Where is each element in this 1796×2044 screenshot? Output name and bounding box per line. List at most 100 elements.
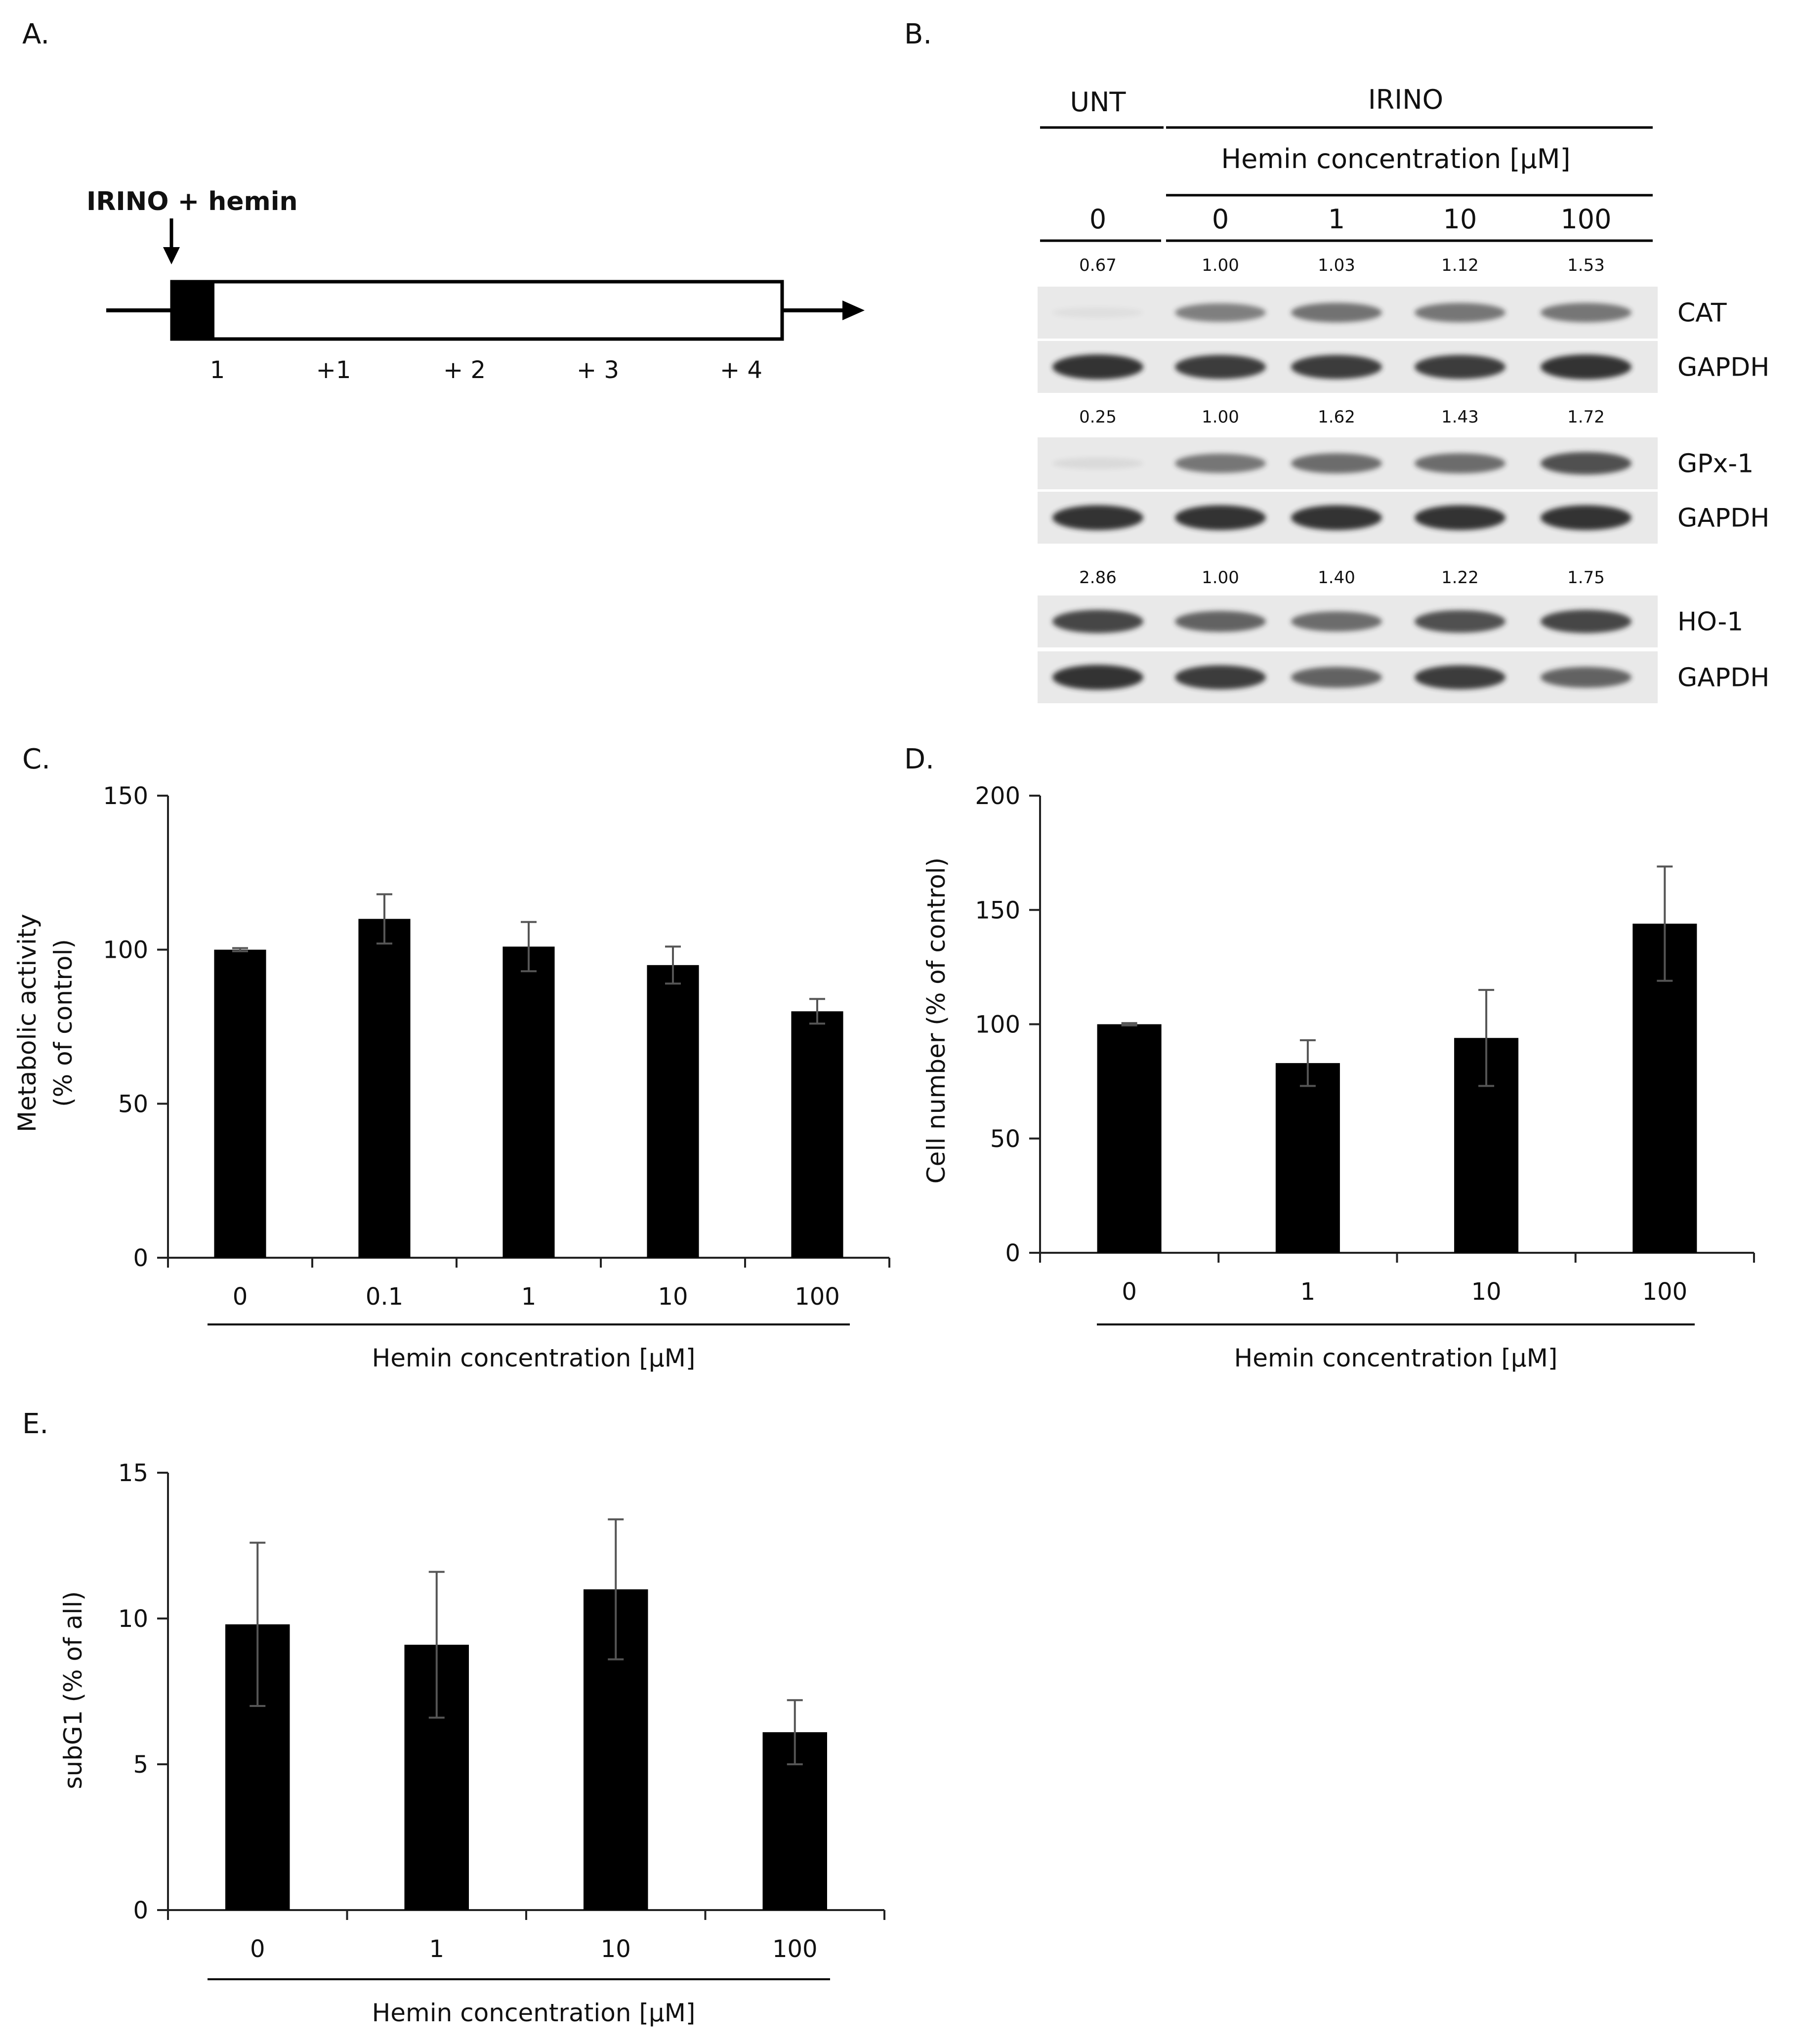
- panel-letter: E.: [22, 1408, 48, 1440]
- x-category-label: 0: [1122, 1278, 1137, 1306]
- y-tick-label: 100: [103, 937, 148, 964]
- blot-strip-target: [1038, 287, 1658, 339]
- blot-quantification: 1.03: [1318, 256, 1355, 275]
- x-axis-title: Hemin concentration [µM]: [1234, 1344, 1558, 1372]
- y-tick-label: 150: [103, 782, 148, 810]
- timeline-arrowhead-icon: [842, 300, 865, 320]
- blot-band: [1175, 355, 1266, 379]
- timeline-day-label: + 2: [443, 356, 486, 384]
- panel-a-timeline: A. IRINO + hemin 1 +1 + 2 + 3 + 4: [22, 18, 865, 384]
- error-bar: [809, 998, 825, 1025]
- blot-protein-label: HO-1: [1677, 607, 1743, 637]
- error-bar: [1299, 1039, 1316, 1087]
- lane-label: 10: [1443, 204, 1477, 235]
- panel-letter: C.: [22, 743, 50, 775]
- y-axis-title: (% of control): [49, 939, 78, 1107]
- x-category-label: 10: [1471, 1278, 1502, 1306]
- blot-strips: 0.67 1.00 1.03 1.12 1.53 CAT GAPDH 0.25 1.00 1.62…: [1038, 256, 1769, 703]
- bar: [791, 1011, 843, 1258]
- blot-band: [1541, 452, 1631, 475]
- x-category-label: 100: [794, 1283, 840, 1311]
- blot-quantification: 1.62: [1318, 407, 1355, 427]
- blot-lane-labels: 0 0 1 10 100: [1089, 204, 1612, 235]
- blot-band: [1291, 302, 1382, 323]
- lane-label: 1: [1328, 204, 1345, 235]
- error-bar: [250, 1541, 266, 1707]
- blot-band: [1052, 458, 1143, 469]
- timeline-day-label: +1: [316, 356, 351, 384]
- blot-quantification: 1.40: [1318, 568, 1355, 588]
- bar: [1097, 1024, 1162, 1253]
- blot-band: [1415, 505, 1505, 530]
- blot-band: [1052, 609, 1143, 634]
- y-tick-label: 200: [975, 782, 1020, 810]
- bar: [214, 949, 266, 1258]
- x-category-label: 10: [601, 1935, 631, 1963]
- blot-concentration-header: Hemin concentration [µM]: [1221, 143, 1570, 174]
- blot-band: [1415, 355, 1505, 379]
- y-tick-label: 100: [975, 1011, 1020, 1039]
- blot-quantification: 1.75: [1567, 568, 1605, 588]
- blot-strip-target: [1038, 437, 1658, 489]
- y-tick-label: 0: [133, 1244, 148, 1272]
- treatment-label: IRINO + hemin: [86, 187, 298, 216]
- timeline-day-label: + 3: [577, 356, 619, 384]
- blot-quantification: 1.00: [1202, 256, 1239, 275]
- blot-band: [1291, 453, 1382, 473]
- error-bar: [428, 1571, 445, 1719]
- x-category-label: 0: [250, 1935, 265, 1963]
- blot-band: [1175, 453, 1266, 473]
- blot-band: [1175, 303, 1266, 322]
- timeline-day-label: + 4: [720, 356, 762, 384]
- blot-quantification: 1.22: [1441, 568, 1479, 588]
- group-label-unt: UNT: [1070, 86, 1127, 118]
- y-tick-label: 0: [1005, 1239, 1020, 1267]
- y-tick-label: 50: [990, 1125, 1020, 1153]
- y-tick-label: 10: [118, 1605, 148, 1633]
- blot-band: [1291, 667, 1382, 688]
- blot-quantification: 1.00: [1202, 407, 1239, 427]
- y-axis-title: subG1 (% of all): [59, 1591, 87, 1789]
- chart-e-subg1: E. 0 5 10 15 0 1 10 100 Hemin concentration [µM] s…: [22, 1408, 885, 2027]
- error-bar: [376, 893, 392, 945]
- blot-band: [1291, 611, 1382, 632]
- blot-band: [1052, 307, 1143, 318]
- x-category-label: 0: [233, 1283, 248, 1311]
- error-bar: [665, 945, 681, 985]
- x-category-label: 10: [658, 1283, 688, 1311]
- error-bar: [1478, 989, 1495, 1087]
- blot-strip-loading: [1038, 492, 1658, 544]
- treatment-arrow-icon: [163, 218, 180, 264]
- blot-band: [1541, 609, 1631, 634]
- blot-strip-loading: [1038, 341, 1658, 393]
- x-axis-title: Hemin concentration [µM]: [372, 1344, 696, 1372]
- blot-quantification: 1.00: [1202, 568, 1239, 588]
- blot-quantification: 1.72: [1567, 407, 1605, 427]
- lane-label: 0: [1089, 204, 1106, 235]
- blot-loading-label: GAPDH: [1677, 504, 1769, 533]
- timeline-day-labels: 1 +1 + 2 + 3 + 4: [210, 356, 762, 384]
- bar: [358, 919, 411, 1258]
- blot-row-cat: 0.67 1.00 1.03 1.12 1.53 CAT GAPDH: [1038, 256, 1769, 393]
- group-label-irino: IRINO: [1368, 84, 1443, 115]
- blot-band: [1291, 355, 1382, 379]
- error-bar: [1657, 865, 1673, 982]
- x-category-label: 1: [1300, 1278, 1316, 1306]
- blot-loading-label: GAPDH: [1677, 663, 1769, 693]
- blot-band: [1415, 665, 1505, 689]
- y-tick-label: 15: [118, 1459, 148, 1487]
- blot-strip-target: [1038, 596, 1658, 647]
- blot-quantification: 1.53: [1567, 256, 1605, 275]
- blot-band: [1541, 667, 1631, 688]
- bar: [647, 965, 699, 1258]
- chart-c-metabolic-activity: C. 0 50 100 150 0 0.1 1 10 100 Hemin concentration…: [13, 743, 890, 1372]
- y-tick-label: 50: [118, 1090, 148, 1118]
- timeline-day-label: 1: [210, 356, 225, 384]
- blot-band: [1541, 302, 1631, 323]
- panel-b-blots: B. UNT IRINO Hemin concentration [µM] 0 0…: [904, 18, 1769, 703]
- panel-b-letter: B.: [904, 18, 932, 50]
- blot-band: [1541, 354, 1631, 380]
- blot-quantification: 0.67: [1079, 256, 1117, 275]
- treatment-period-block: [172, 282, 214, 339]
